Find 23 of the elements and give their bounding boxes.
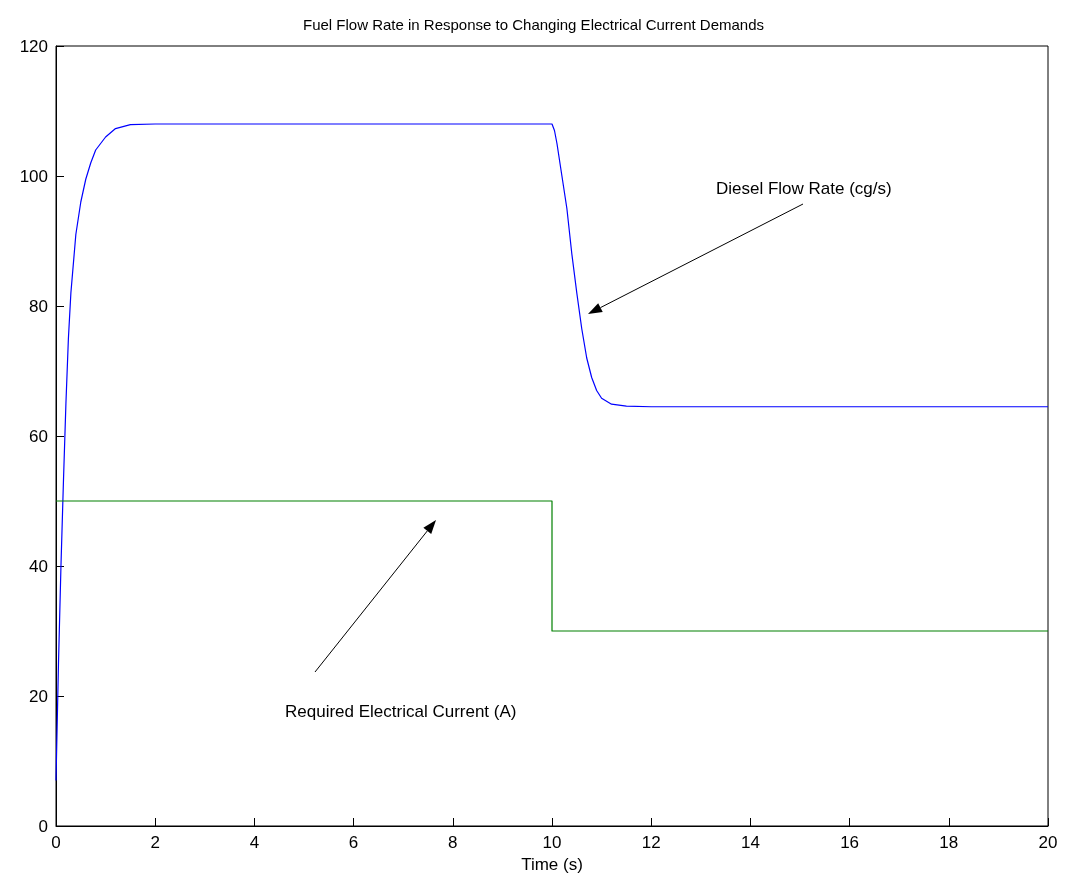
- x-tick-label: 12: [641, 833, 661, 852]
- y-tick-label: 80: [29, 296, 48, 316]
- x-tick-label: 6: [348, 833, 359, 852]
- x-tick-label: 16: [840, 833, 860, 852]
- x-tick-label: 18: [939, 833, 959, 852]
- x-tick-label: 8: [448, 833, 458, 852]
- x-tick-label: 10: [542, 833, 562, 852]
- line-series: [55, 123, 1049, 782]
- x-tick-label: 2: [150, 833, 160, 852]
- x-tick-label: 14: [740, 833, 760, 852]
- chart-title: Fuel Flow Rate in Response to Changing Electrical Current Demands: [302, 16, 765, 33]
- y-tick-label: 20: [29, 686, 48, 706]
- y-tick-label: 60: [29, 426, 48, 446]
- annotation: Required Electrical Current (A): [285, 702, 517, 721]
- x-tick-label: 0: [51, 833, 61, 852]
- x-axis-title: Time (s): [521, 854, 583, 874]
- y-tick-label: 0: [38, 816, 48, 836]
- x-tick-label: 4: [249, 833, 260, 852]
- y-tick-label: 120: [19, 36, 48, 56]
- y-tick-label: 100: [19, 166, 48, 186]
- annotation: Diesel Flow Rate (cg/s): [716, 179, 892, 198]
- x-tick-label: 20: [1038, 833, 1058, 852]
- y-tick-label: 40: [29, 556, 48, 576]
